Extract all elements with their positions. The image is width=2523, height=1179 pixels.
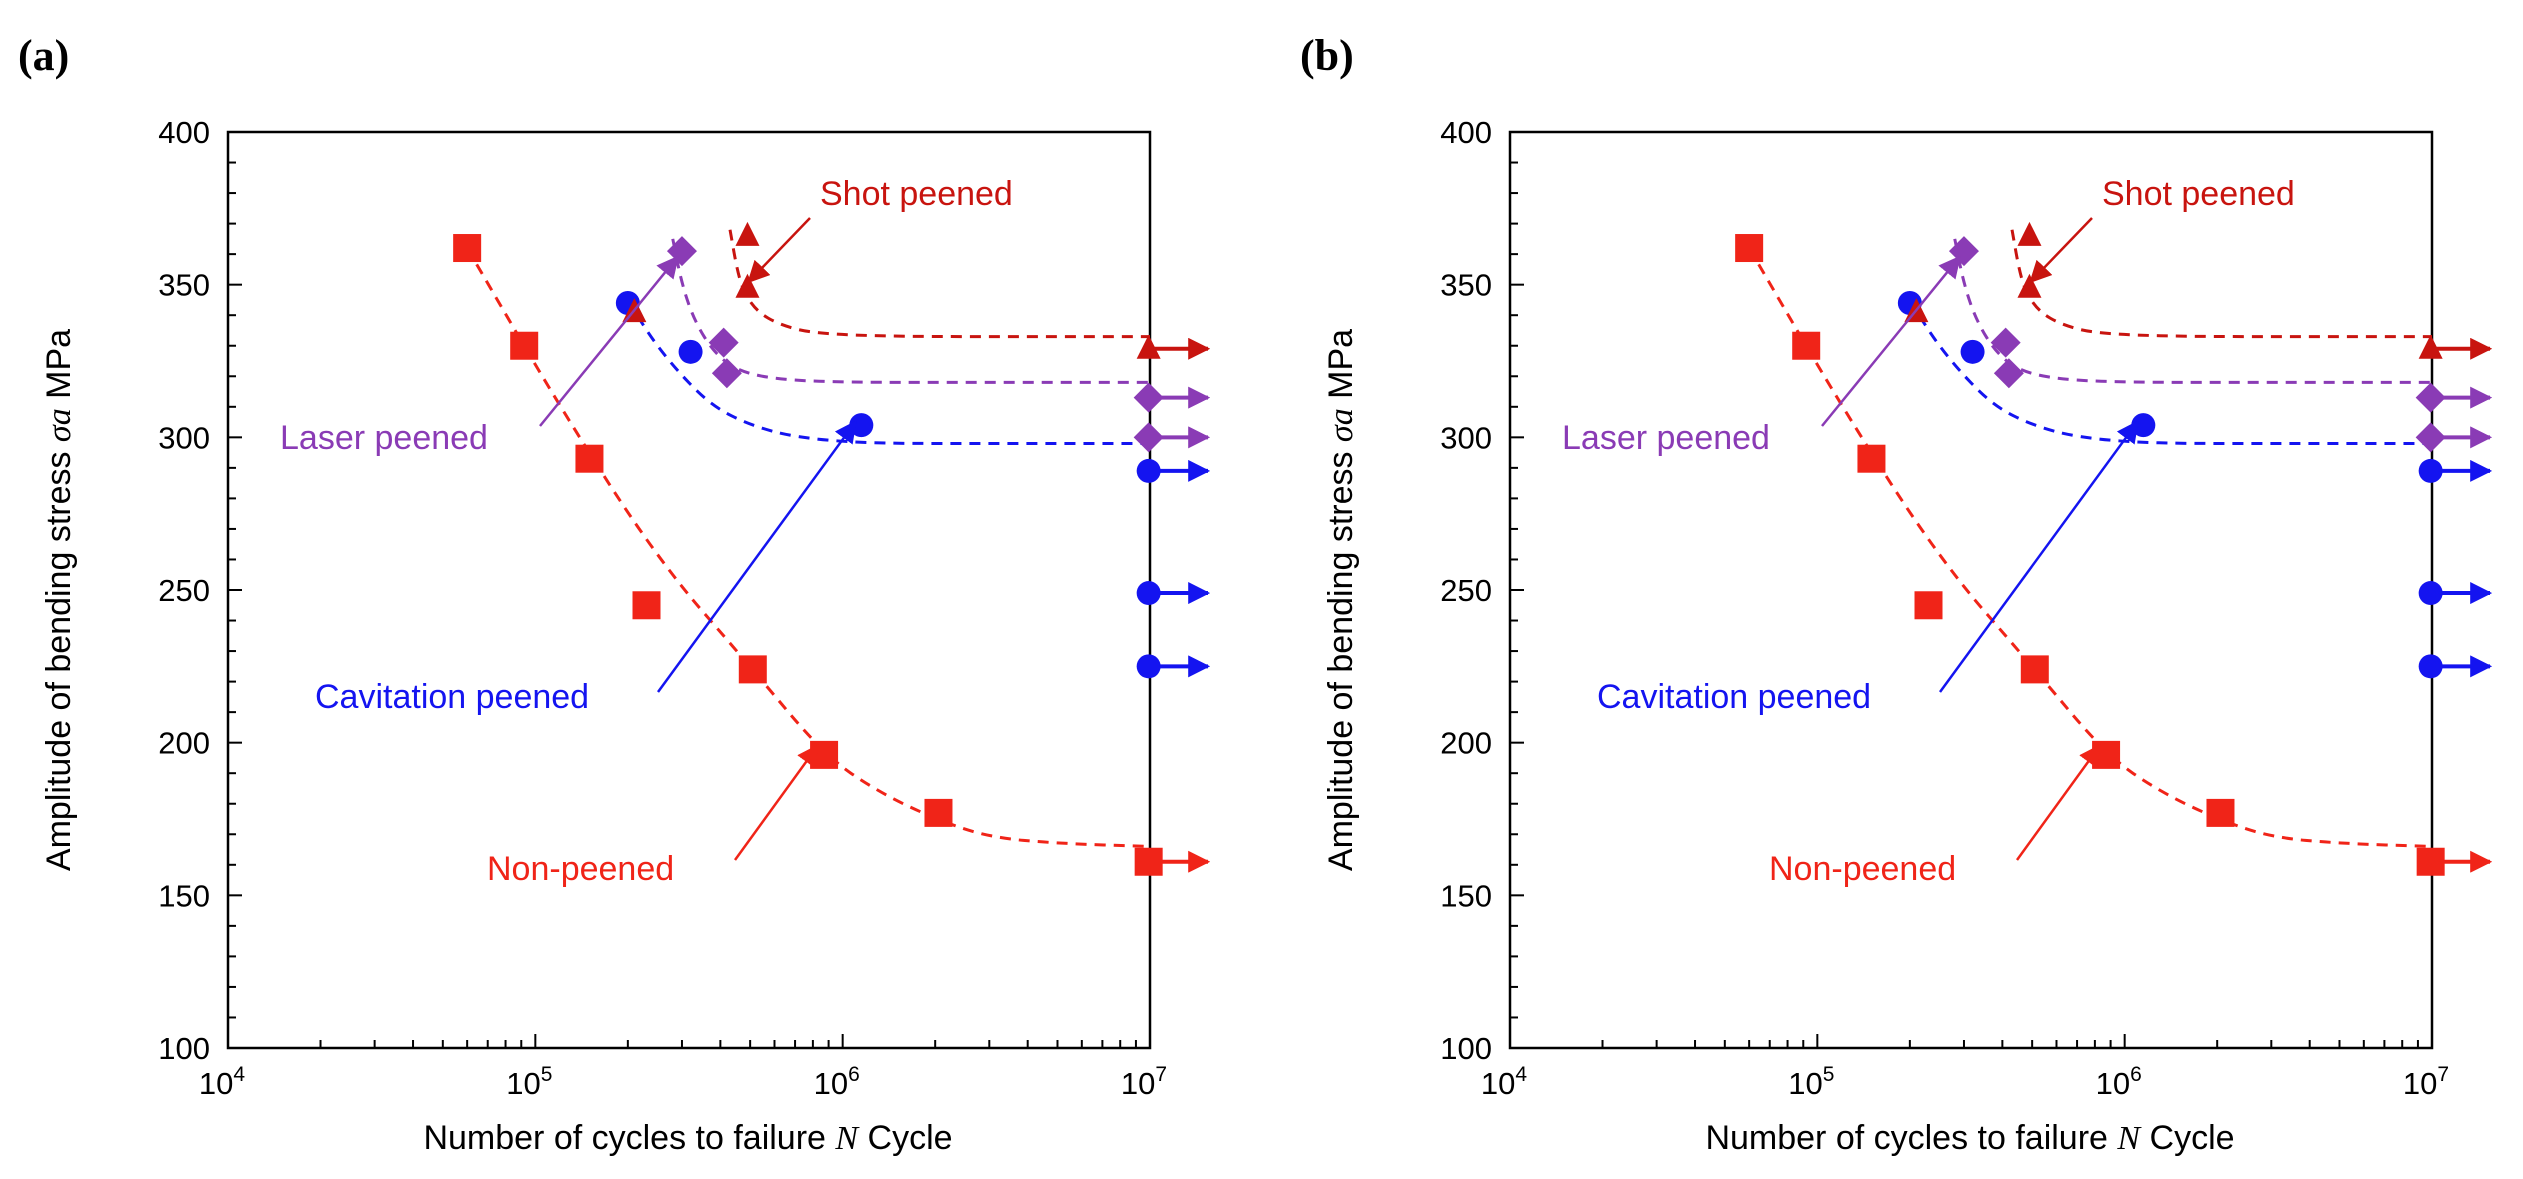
- data-point-circle: [1136, 581, 1161, 606]
- data-point-square: [1857, 444, 1886, 473]
- plot-frame: [1508, 130, 2434, 1050]
- data-point-diamond: [1990, 327, 2021, 358]
- data-point-circle: [1136, 458, 1161, 483]
- data-point-circle: [2418, 654, 2443, 679]
- data-point-diamond: [2415, 382, 2446, 413]
- data-point-circle: [2418, 581, 2443, 606]
- x-tick-label: 105: [506, 1063, 552, 1101]
- data-point-square: [2206, 798, 2235, 827]
- data-point-diamond: [708, 327, 739, 358]
- x-tick-label: 107: [2403, 1063, 2449, 1101]
- y-tick-label: 250: [158, 573, 210, 608]
- x-axis-label: Number of cycles to failure N Cycle: [1705, 1119, 2234, 1157]
- data-point-square: [2020, 655, 2049, 684]
- x-tick-label: 104: [1481, 1063, 1527, 1101]
- annotation-label: Cavitation peened: [315, 678, 589, 716]
- fit-curve: [626, 299, 1150, 445]
- data-point-square: [1735, 234, 1764, 263]
- data-point-circle: [678, 339, 703, 364]
- data-point-circle: [1960, 339, 1985, 364]
- annotation-arrow: [1938, 420, 2139, 693]
- annotation-label: Shot peened: [2102, 175, 2295, 213]
- x-tick-label: 106: [814, 1063, 860, 1101]
- data-point-square: [632, 591, 661, 620]
- annotation-arrow: [747, 217, 811, 284]
- data-point-triangle: [735, 273, 760, 298]
- data-point-square: [1792, 331, 1821, 360]
- chart-panel-b: (b) 100 150 200 250 300 350 400 104 105 106 107 Numb…: [1300, 31, 2493, 1157]
- fit-curve: [1908, 299, 2432, 445]
- annotation-arrow: [1821, 255, 1961, 427]
- data-point-square: [2416, 847, 2445, 876]
- y-tick-label: 150: [1440, 878, 1492, 913]
- y-tick-label: 200: [1440, 726, 1492, 761]
- data-point-triangle: [735, 221, 760, 246]
- y-axis-label: Amplitude of bending stress σa MPa: [40, 329, 78, 871]
- data-point-triangle: [2017, 221, 2042, 246]
- x-tick-label: 104: [199, 1063, 245, 1101]
- data-point-circle: [1136, 654, 1161, 679]
- data-point-square: [738, 655, 767, 684]
- annotation-arrow: [2029, 217, 2093, 284]
- plot-frame: [226, 130, 1152, 1050]
- data-point-square: [810, 740, 839, 769]
- data-point-square: [575, 444, 604, 473]
- x-tick-label: 105: [1788, 1063, 1834, 1101]
- data-point-diamond: [1948, 236, 1979, 267]
- annotation-arrow: [539, 255, 679, 427]
- y-tick-label: 200: [158, 726, 210, 761]
- panel-label: (a): [18, 31, 69, 80]
- annotation-label: Laser peened: [280, 419, 488, 457]
- y-tick-label: 250: [1440, 573, 1492, 608]
- chart-panel-a: (a) 100 150 200 250 300 350 400 104 105 106 107 Numb…: [18, 31, 1211, 1157]
- data-point-triangle: [2017, 273, 2042, 298]
- y-tick-label: 400: [158, 115, 210, 150]
- data-point-diamond: [1133, 382, 1164, 413]
- fit-curve: [2010, 229, 2432, 339]
- data-point-circle: [2418, 458, 2443, 483]
- annotation-arrow: [2015, 743, 2102, 861]
- y-tick-label: 150: [158, 878, 210, 913]
- data-point-triangle: [2418, 334, 2443, 359]
- y-tick-label: 300: [1440, 420, 1492, 455]
- data-point-square: [453, 234, 482, 263]
- annotation-label: Non-peened: [487, 850, 674, 888]
- fit-curve: [1953, 238, 2432, 384]
- y-tick-label: 350: [1440, 268, 1492, 303]
- y-tick-label: 100: [158, 1031, 210, 1066]
- fit-curve: [728, 229, 1150, 339]
- fit-curve: [671, 238, 1150, 384]
- annotation-label: Non-peened: [1769, 850, 1956, 888]
- data-point-square: [924, 798, 953, 827]
- y-tick-label: 300: [158, 420, 210, 455]
- data-point-diamond: [666, 236, 697, 267]
- x-axis-label: Number of cycles to failure N Cycle: [423, 1119, 952, 1157]
- y-tick-label: 400: [1440, 115, 1492, 150]
- annotation-label: Shot peened: [820, 175, 1013, 213]
- data-point-square: [2092, 740, 2121, 769]
- y-tick-label: 350: [158, 268, 210, 303]
- y-axis-label: Amplitude of bending stress σa MPa: [1322, 329, 1360, 871]
- data-point-diamond: [1993, 358, 2024, 389]
- data-point-square: [510, 331, 539, 360]
- annotation-label: Cavitation peened: [1597, 678, 1871, 716]
- x-tick-label: 107: [1121, 1063, 1167, 1101]
- data-point-square: [1134, 847, 1163, 876]
- annotation-arrow: [733, 743, 820, 861]
- data-point-square: [1914, 591, 1943, 620]
- data-point-triangle: [1136, 334, 1161, 359]
- annotation-arrow: [656, 420, 857, 693]
- x-tick-label: 106: [2096, 1063, 2142, 1101]
- data-point-diamond: [2415, 422, 2446, 453]
- data-point-diamond: [1133, 422, 1164, 453]
- data-point-diamond: [711, 358, 742, 389]
- annotation-label: Laser peened: [1562, 419, 1770, 457]
- panel-label: (b): [1300, 31, 1354, 80]
- y-tick-label: 100: [1440, 1031, 1492, 1066]
